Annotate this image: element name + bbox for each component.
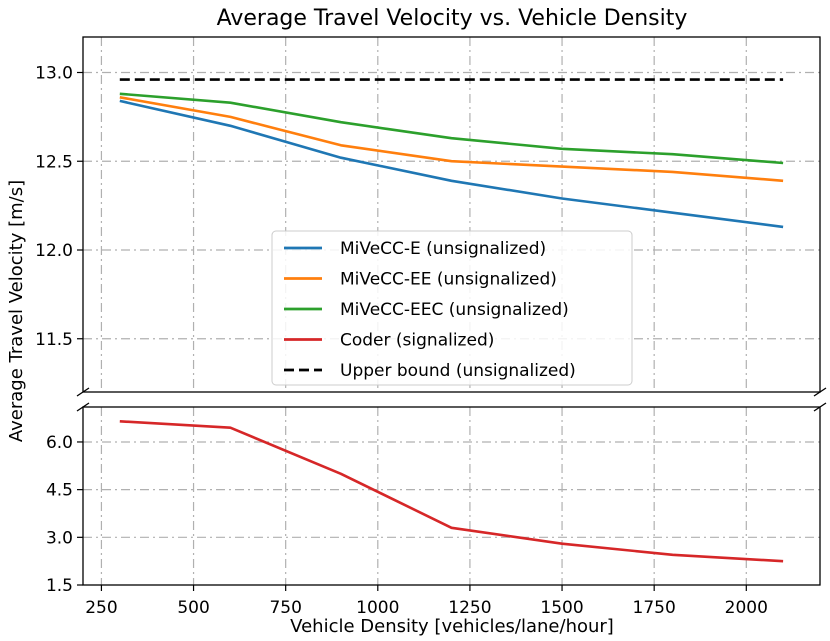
legend-label-0: MiVeCC-E (unsignalized): [340, 239, 546, 259]
lower-plot-frame: [82, 406, 821, 586]
x-tick-label: 1250: [448, 598, 491, 618]
series-line-1: [119, 96, 784, 183]
chart-title: Average Travel Velocity vs. Vehicle Dens…: [217, 6, 688, 31]
x-tick-label: 750: [269, 598, 301, 618]
y-tick-label: 1.5: [46, 576, 73, 596]
x-tick-label: 250: [85, 598, 117, 618]
x-tick-label: 1500: [540, 598, 583, 618]
y-tick-label: 4.5: [46, 481, 73, 501]
x-tick-label: 1000: [356, 598, 399, 618]
legend-label-3: Coder (signalized): [340, 331, 494, 351]
y-tick-label: 11.5: [35, 330, 73, 350]
y-tick-label: 6.0: [46, 433, 73, 453]
lower-series-lines: [119, 420, 784, 563]
x-tick-label: 1750: [633, 598, 676, 618]
lower-panel: 1.5 3.0 4.5 6.0: [46, 406, 821, 596]
legend-label-2: MiVeCC-EEC (unsignalized): [340, 300, 569, 320]
legend: MiVeCC-E (unsignalized) MiVeCC-EE (unsign…: [271, 230, 633, 386]
lower-y-axis: 1.5 3.0 4.5 6.0: [46, 433, 83, 596]
y-tick-label: 13.0: [35, 64, 73, 84]
upper-plot-frame: [82, 36, 821, 393]
series-line-0: [119, 99, 784, 229]
x-tick-label: 2000: [725, 598, 768, 618]
axis-break-marks: [76, 387, 827, 412]
legend-label-1: MiVeCC-EE (unsignalized): [340, 270, 557, 290]
x-tick-label: 500: [177, 598, 209, 618]
upper-gridlines: [83, 37, 820, 392]
y-tick-label: 12.0: [35, 241, 73, 261]
y-axis-label: Average Travel Velocity [m/s]: [6, 180, 27, 442]
legend-label-4: Upper bound (unsignalized): [340, 361, 576, 381]
lower-gridlines: [83, 407, 820, 585]
legend-box: [271, 230, 633, 386]
upper-series-lines: [119, 78, 784, 229]
series-line-2: [119, 92, 784, 165]
series-line-3: [119, 420, 784, 563]
y-tick-label: 3.0: [46, 528, 73, 548]
y-tick-label: 12.5: [35, 152, 73, 172]
upper-y-axis: 11.5 12.0 12.5 13.0: [35, 64, 83, 350]
x-axis: 250 500 750 1000 1250 1500 1750 2000: [85, 585, 768, 618]
upper-panel: 11.5 12.0 12.5 13.0: [35, 36, 821, 393]
x-axis-label: Vehicle Density [vehicles/lane/hour]: [290, 616, 614, 637]
